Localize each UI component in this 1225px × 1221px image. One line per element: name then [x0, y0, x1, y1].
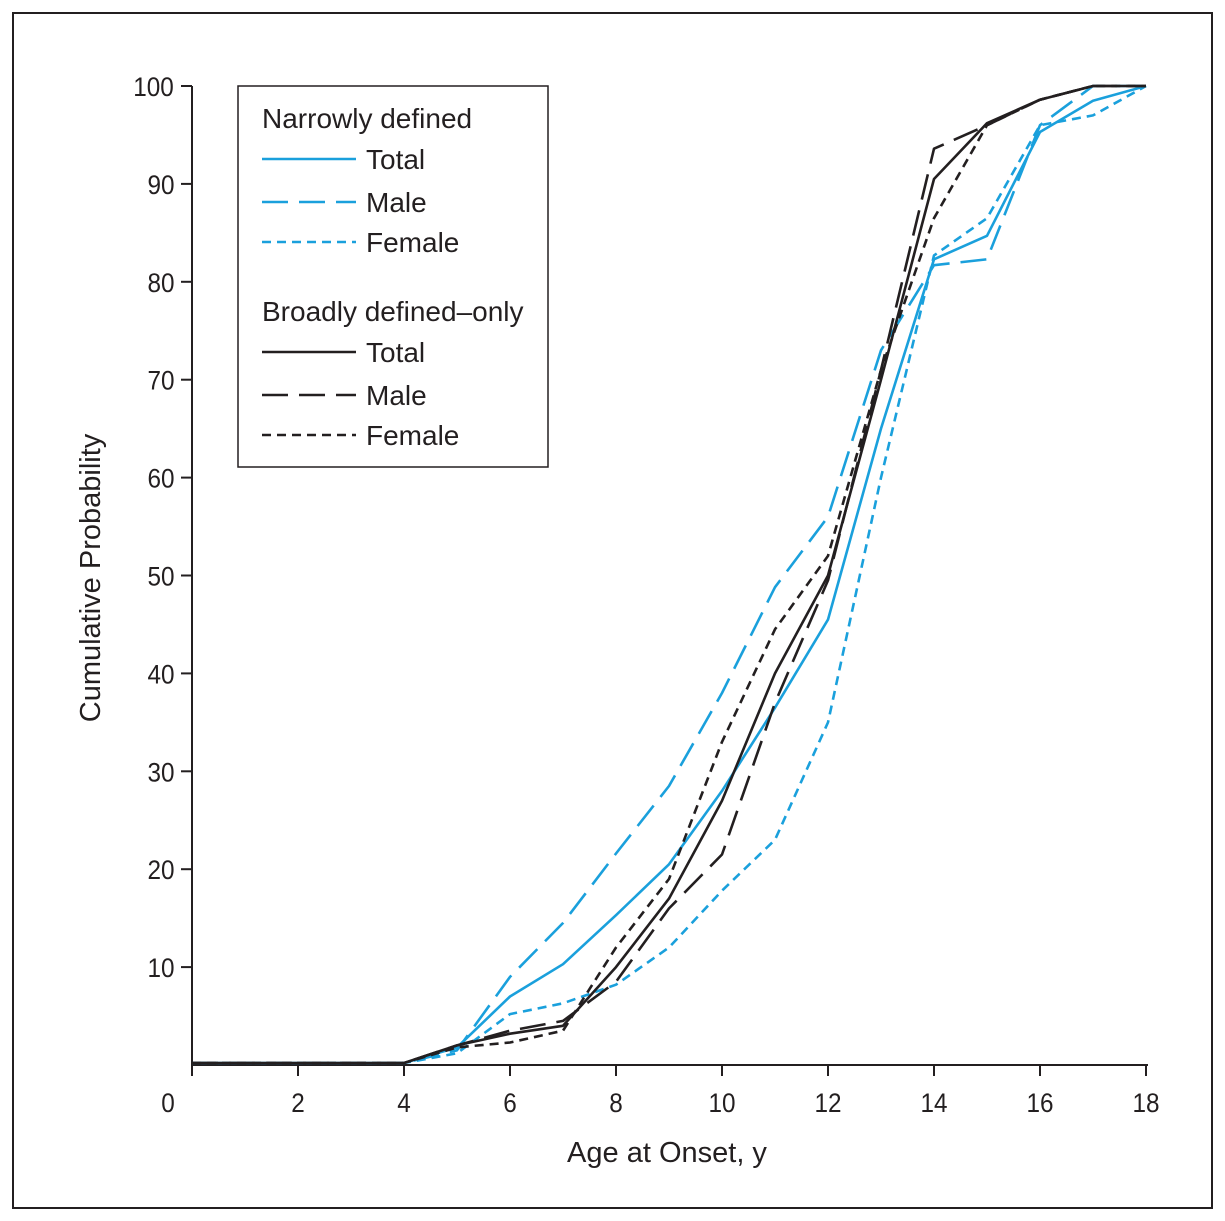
legend-box — [237, 85, 549, 468]
y-tick-label: 50 — [147, 562, 174, 591]
legend: Narrowly defined Total Male Female Broadly d… — [237, 85, 549, 468]
legend-label: Female — [366, 227, 459, 258]
x-tick-label: 10 — [708, 1089, 735, 1118]
x-tick-label: 12 — [814, 1089, 841, 1118]
x-tick-label: 0 — [161, 1089, 175, 1118]
series-line-broad-female — [192, 84, 1146, 1065]
legend-group-title: Narrowly defined — [262, 103, 472, 134]
x-tick-label: 18 — [1132, 1089, 1159, 1118]
y-tick-label: 70 — [147, 367, 174, 396]
axes: 0 2 4 6 8 10 12 14 16 18 10 20 30 40 50 60 70 80 90 100 — [133, 73, 1159, 1118]
y-axis-title: Cumulative Probability — [75, 433, 107, 722]
legend-label: Total — [366, 337, 425, 368]
y-tick-label: 100 — [133, 73, 174, 102]
x-tick-label: 6 — [503, 1089, 517, 1118]
y-tick-label: 30 — [147, 758, 174, 787]
y-tick-label: 90 — [147, 171, 174, 200]
x-tick-label: 2 — [291, 1089, 305, 1118]
y-tick-label: 60 — [147, 464, 174, 493]
y-tick-label: 10 — [147, 954, 174, 983]
x-axis-title: Age at Onset, y — [567, 1137, 767, 1169]
x-tick-label: 4 — [397, 1089, 411, 1118]
legend-label: Female — [366, 420, 459, 451]
legend-label: Male — [366, 187, 427, 218]
y-tick-label: 40 — [147, 660, 174, 689]
y-tick-label: 80 — [147, 269, 174, 298]
series-lines — [192, 84, 1147, 1065]
x-tick-label: 16 — [1026, 1089, 1053, 1118]
y-tick-label: 20 — [147, 856, 174, 885]
figure-frame — [12, 12, 1213, 1209]
x-tick-label: 8 — [609, 1089, 623, 1118]
legend-group-title: Broadly defined–only — [262, 296, 524, 327]
x-tick-label: 14 — [920, 1089, 947, 1118]
legend-label: Male — [366, 380, 427, 411]
legend-label: Total — [366, 144, 425, 175]
